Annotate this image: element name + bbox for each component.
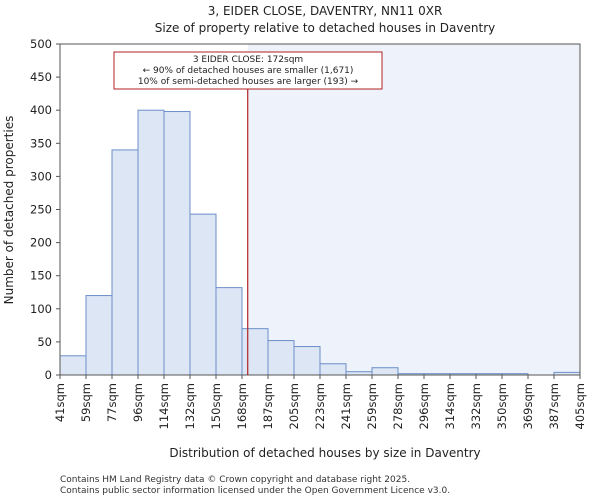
bar-205sqm bbox=[293, 346, 321, 376]
x-tick-label-59sqm: 59sqm bbox=[79, 383, 93, 422]
x-tick-label-241sqm: 241sqm bbox=[339, 383, 353, 429]
bar-59sqm bbox=[85, 295, 113, 376]
x-tick-label-150sqm: 150sqm bbox=[209, 383, 223, 429]
y-tick-label-250: 250 bbox=[30, 203, 52, 217]
y-tick-label-400: 400 bbox=[30, 103, 52, 117]
x-axis-label: Distribution of detached houses by size … bbox=[169, 446, 480, 460]
bar-77sqm bbox=[111, 149, 139, 376]
y-tick-label-150: 150 bbox=[30, 269, 52, 283]
x-tick-label-187sqm: 187sqm bbox=[261, 383, 275, 429]
bar-132sqm bbox=[189, 213, 217, 376]
y-axis-label: Number of detached properties bbox=[2, 116, 16, 305]
bar-259sqm bbox=[371, 367, 399, 376]
chart-title: 3, EIDER CLOSE, DAVENTRY, NN11 0XR bbox=[208, 4, 443, 18]
x-tick-label-259sqm: 259sqm bbox=[365, 383, 379, 429]
x-tick-label-223sqm: 223sqm bbox=[313, 383, 327, 429]
y-tick-label-350: 350 bbox=[30, 136, 52, 150]
bar-150sqm bbox=[215, 287, 243, 376]
footer-copyright: Contains HM Land Registry data © Crown c… bbox=[60, 475, 410, 485]
y-tick-label-100: 100 bbox=[30, 302, 52, 316]
bar-168sqm bbox=[241, 328, 269, 376]
bar-187sqm bbox=[267, 340, 295, 376]
chart-subtitle: Size of property relative to detached ho… bbox=[155, 21, 495, 35]
annotation-line-3: 10% of semi-detached houses are larger (… bbox=[138, 77, 359, 87]
x-tick-label-387sqm: 387sqm bbox=[547, 383, 561, 429]
y-tick-label-200: 200 bbox=[30, 236, 52, 250]
x-tick-label-314sqm: 314sqm bbox=[443, 383, 457, 429]
x-tick-label-369sqm: 369sqm bbox=[521, 383, 535, 429]
x-tick-label-41sqm: 41sqm bbox=[53, 383, 67, 422]
x-tick-label-350sqm: 350sqm bbox=[495, 383, 509, 429]
plot-area: 0 50 100 150 200 250 300 350 400 450 500 41sqm 59sqm… bbox=[30, 37, 587, 429]
annotation-line-2: ← 90% of detached houses are smaller (1,… bbox=[143, 66, 354, 76]
footer-licence: Contains public sector information licen… bbox=[60, 486, 450, 496]
x-tick-label-77sqm: 77sqm bbox=[105, 383, 119, 422]
bar-223sqm bbox=[319, 363, 347, 376]
larger-region-shade bbox=[247, 44, 580, 375]
bar-96sqm bbox=[137, 109, 165, 376]
x-tick-label-132sqm: 132sqm bbox=[183, 383, 197, 429]
x-tick-label-405sqm: 405sqm bbox=[573, 383, 587, 429]
y-tick-label-450: 450 bbox=[30, 70, 52, 84]
bar-114sqm bbox=[163, 111, 191, 376]
annotation-line-1: 3 EIDER CLOSE: 172sqm bbox=[193, 55, 303, 65]
bar-41sqm bbox=[59, 355, 87, 376]
x-tick-label-96sqm: 96sqm bbox=[131, 383, 145, 422]
annotation-box bbox=[113, 51, 383, 90]
x-tick-label-332sqm: 332sqm bbox=[469, 383, 483, 429]
y-tick-label-500: 500 bbox=[30, 37, 52, 51]
x-tick-label-278sqm: 278sqm bbox=[391, 383, 405, 429]
x-tick-label-296sqm: 296sqm bbox=[417, 383, 431, 429]
x-tick-label-114sqm: 114sqm bbox=[157, 383, 171, 429]
y-tick-label-300: 300 bbox=[30, 169, 52, 183]
y-tick-label-0: 0 bbox=[45, 368, 52, 382]
x-tick-label-205sqm: 205sqm bbox=[287, 383, 301, 429]
y-tick-label-50: 50 bbox=[37, 335, 52, 349]
x-tick-label-168sqm: 168sqm bbox=[235, 383, 249, 429]
